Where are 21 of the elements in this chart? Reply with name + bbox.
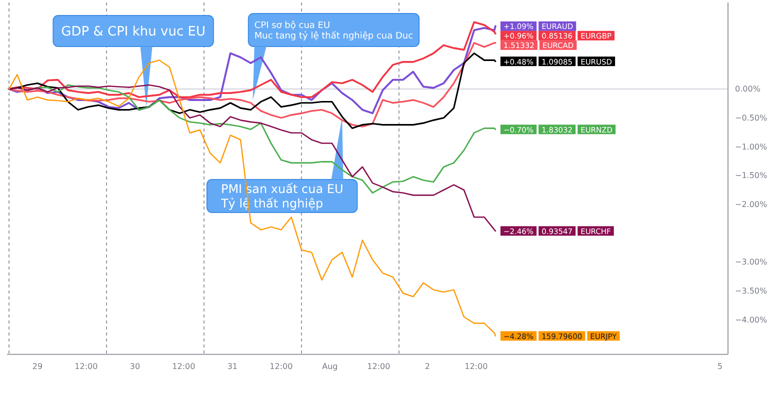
x-tick-label: 12:00 bbox=[464, 362, 488, 372]
x-tick-label: 12:00 bbox=[270, 362, 293, 372]
y-tick-label: −1.00% bbox=[735, 142, 768, 152]
x-tick-label: 12:00 bbox=[74, 362, 98, 372]
x-tick-label: 31 bbox=[227, 362, 238, 372]
y-tick-label: −0.50% bbox=[735, 113, 768, 122]
y-tick-label: −4.00% bbox=[735, 315, 768, 324]
x-tick-label: Aug bbox=[322, 362, 338, 372]
y-tick-label: 0.00% bbox=[735, 84, 761, 94]
y-tick-label: −2.00% bbox=[735, 200, 768, 209]
annotation: CPI sơ bộ cua EU Muc tang tỷ lệ thất nghiệp cua Duc bbox=[254, 20, 414, 42]
x-tick-label: 2 bbox=[424, 362, 430, 372]
y-tick-label: −3.00% bbox=[735, 258, 768, 267]
x-tick-label: 12:00 bbox=[172, 362, 196, 372]
y-tick-label: −1.50% bbox=[735, 171, 768, 180]
annotation: GDP & CPI khu vuc EU bbox=[61, 24, 206, 40]
x-tick-label: 29 bbox=[32, 362, 43, 372]
x-tick-label: 12:00 bbox=[367, 362, 390, 372]
x-tick-label: 5 bbox=[717, 362, 722, 372]
y-tick-label: −3.50% bbox=[735, 286, 768, 296]
x-tick-label: 30 bbox=[130, 362, 140, 372]
